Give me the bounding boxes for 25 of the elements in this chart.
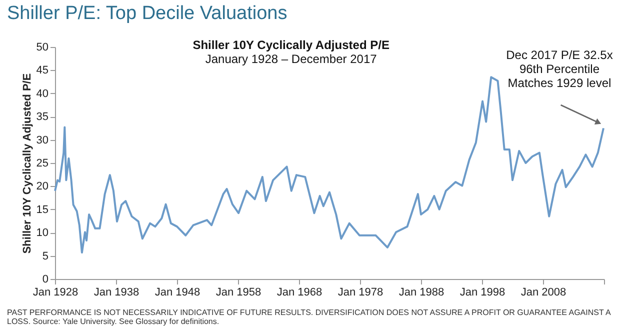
y-tick-label: 30 (36, 134, 48, 146)
y-tick-label: 50 (36, 42, 48, 54)
y-tick-label: 20 (36, 180, 48, 193)
text: PAST PERFORMANCE IS NOT NECESSARILY INDICATIVE OF FUTURE RESULTS. DIVERSIFICATION DOES NOT ASSURE A PROFIT OR GUARANTEE AGAINST A LOSS. Source: Yale University. See Glossary for definitions. (7, 308, 612, 326)
y-tick-label: 25 (36, 158, 48, 170)
x-tick-label: Jan 1998 (460, 286, 506, 298)
y-tick-label: 10 (36, 227, 48, 240)
x-tick-label: Jan 1938 (94, 286, 140, 298)
x-tick-label: Jan 1988 (398, 286, 444, 298)
y-tick-label: 35 (36, 111, 48, 124)
x-tick-label: Jan 2008 (520, 286, 566, 298)
chart-title: Shiller P/E: Top Decile Valuations (7, 3, 288, 24)
x-tick-label: Jan 1978 (338, 286, 384, 298)
y-tick-label: 40 (36, 88, 48, 100)
y-tick-label: 45 (36, 64, 48, 77)
x-tick-label: Jan 1958 (216, 286, 262, 298)
x-tick-label: Jan 1928 (32, 286, 78, 298)
annotation: Dec 2017 P/E 32.5x 96th Percentile Matches 1929 level (506, 48, 613, 90)
x-tick-label: Jan 1968 (276, 286, 322, 298)
y-tick-label: 5 (42, 250, 48, 262)
y-tick-label: 15 (36, 204, 48, 216)
chart-subtitle: Shiller 10Y Cyclically Adjusted P/E January 1928 – December 2017 (192, 38, 390, 66)
y-axis-title: Shiller 10Y Cyclically Adjusted P/E (21, 73, 34, 254)
y-tick-label: 0 (42, 274, 48, 286)
x-tick-label: Jan 1948 (154, 286, 200, 298)
